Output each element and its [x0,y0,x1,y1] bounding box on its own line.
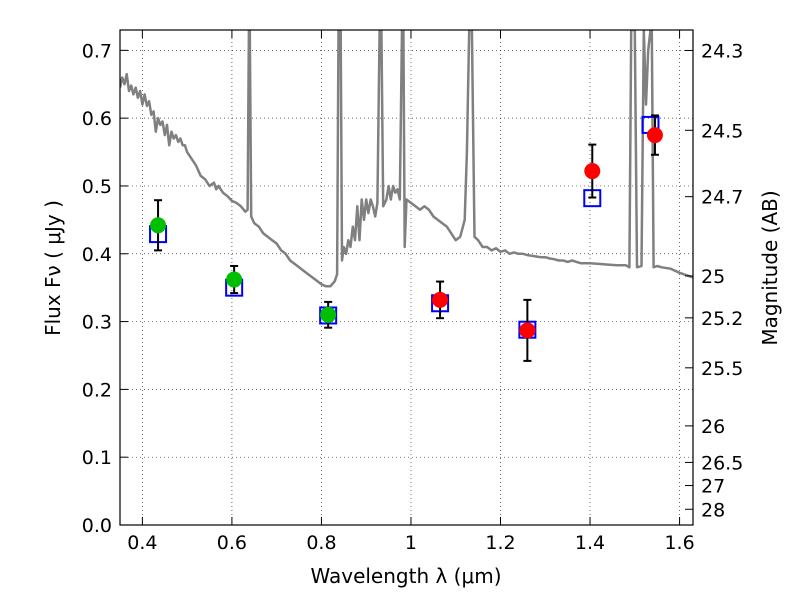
grid-lines [120,30,693,526]
magnitude-tick-label: 26 [701,416,725,438]
x-tick-label: 1.4 [575,532,605,554]
x-tick-label: 0.6 [217,532,247,554]
y-tick-label: 0.1 [82,447,112,469]
magnitude-tick-label: 27 [701,476,725,498]
y-axis-label: Flux Fν ( μJy ) [41,200,65,336]
magnitude-tick-label: 25.5 [701,358,743,380]
x-axis-label: Wavelength λ (μm) [310,564,501,588]
y-tick-label: 0.6 [82,108,112,130]
axis-ticks: 0.4 0.6 0.8 1 1.2 1.4 1.6 0.0 0.1 0.2 0.3 0.4 0.5 0.6… [82,30,743,554]
red-data-point [584,163,601,180]
x-tick-label: 1.2 [485,532,515,554]
magnitude-tick-label: 25.2 [701,308,743,330]
x-tick-label: 1.6 [664,532,694,554]
magnitude-tick-label: 26.5 [701,452,743,474]
y-tick-label: 0.2 [82,379,112,401]
green-data-point [226,271,243,288]
magnitude-tick-label: 24.3 [701,40,743,62]
magnitude-tick-label: 25 [701,266,725,288]
x-tick-label: 0.8 [306,532,336,554]
x-tick-label: 0.4 [127,532,157,554]
y-tick-label: 0.0 [82,515,112,537]
template-spectrum-line [120,30,693,288]
red-data-point [432,291,449,308]
red-data-point [646,127,663,144]
red-data-point [519,322,536,339]
magnitude-tick-label: 24.5 [701,120,743,142]
y-tick-label: 0.7 [82,40,112,62]
right-axis-label: Magnitude (AB) [758,190,782,345]
magnitude-tick-label: 24.7 [701,187,743,209]
plot-series [120,30,693,362]
axes-frame [119,29,694,526]
y-tick-label: 0.3 [82,312,112,334]
green-data-point [320,306,337,323]
y-tick-label: 0.5 [82,176,112,198]
x-tick-label: 1 [405,532,417,554]
green-data-point [150,217,167,234]
magnitude-tick-label: 28 [701,499,725,521]
y-tick-label: 0.4 [82,244,112,266]
plot-area [120,30,693,362]
